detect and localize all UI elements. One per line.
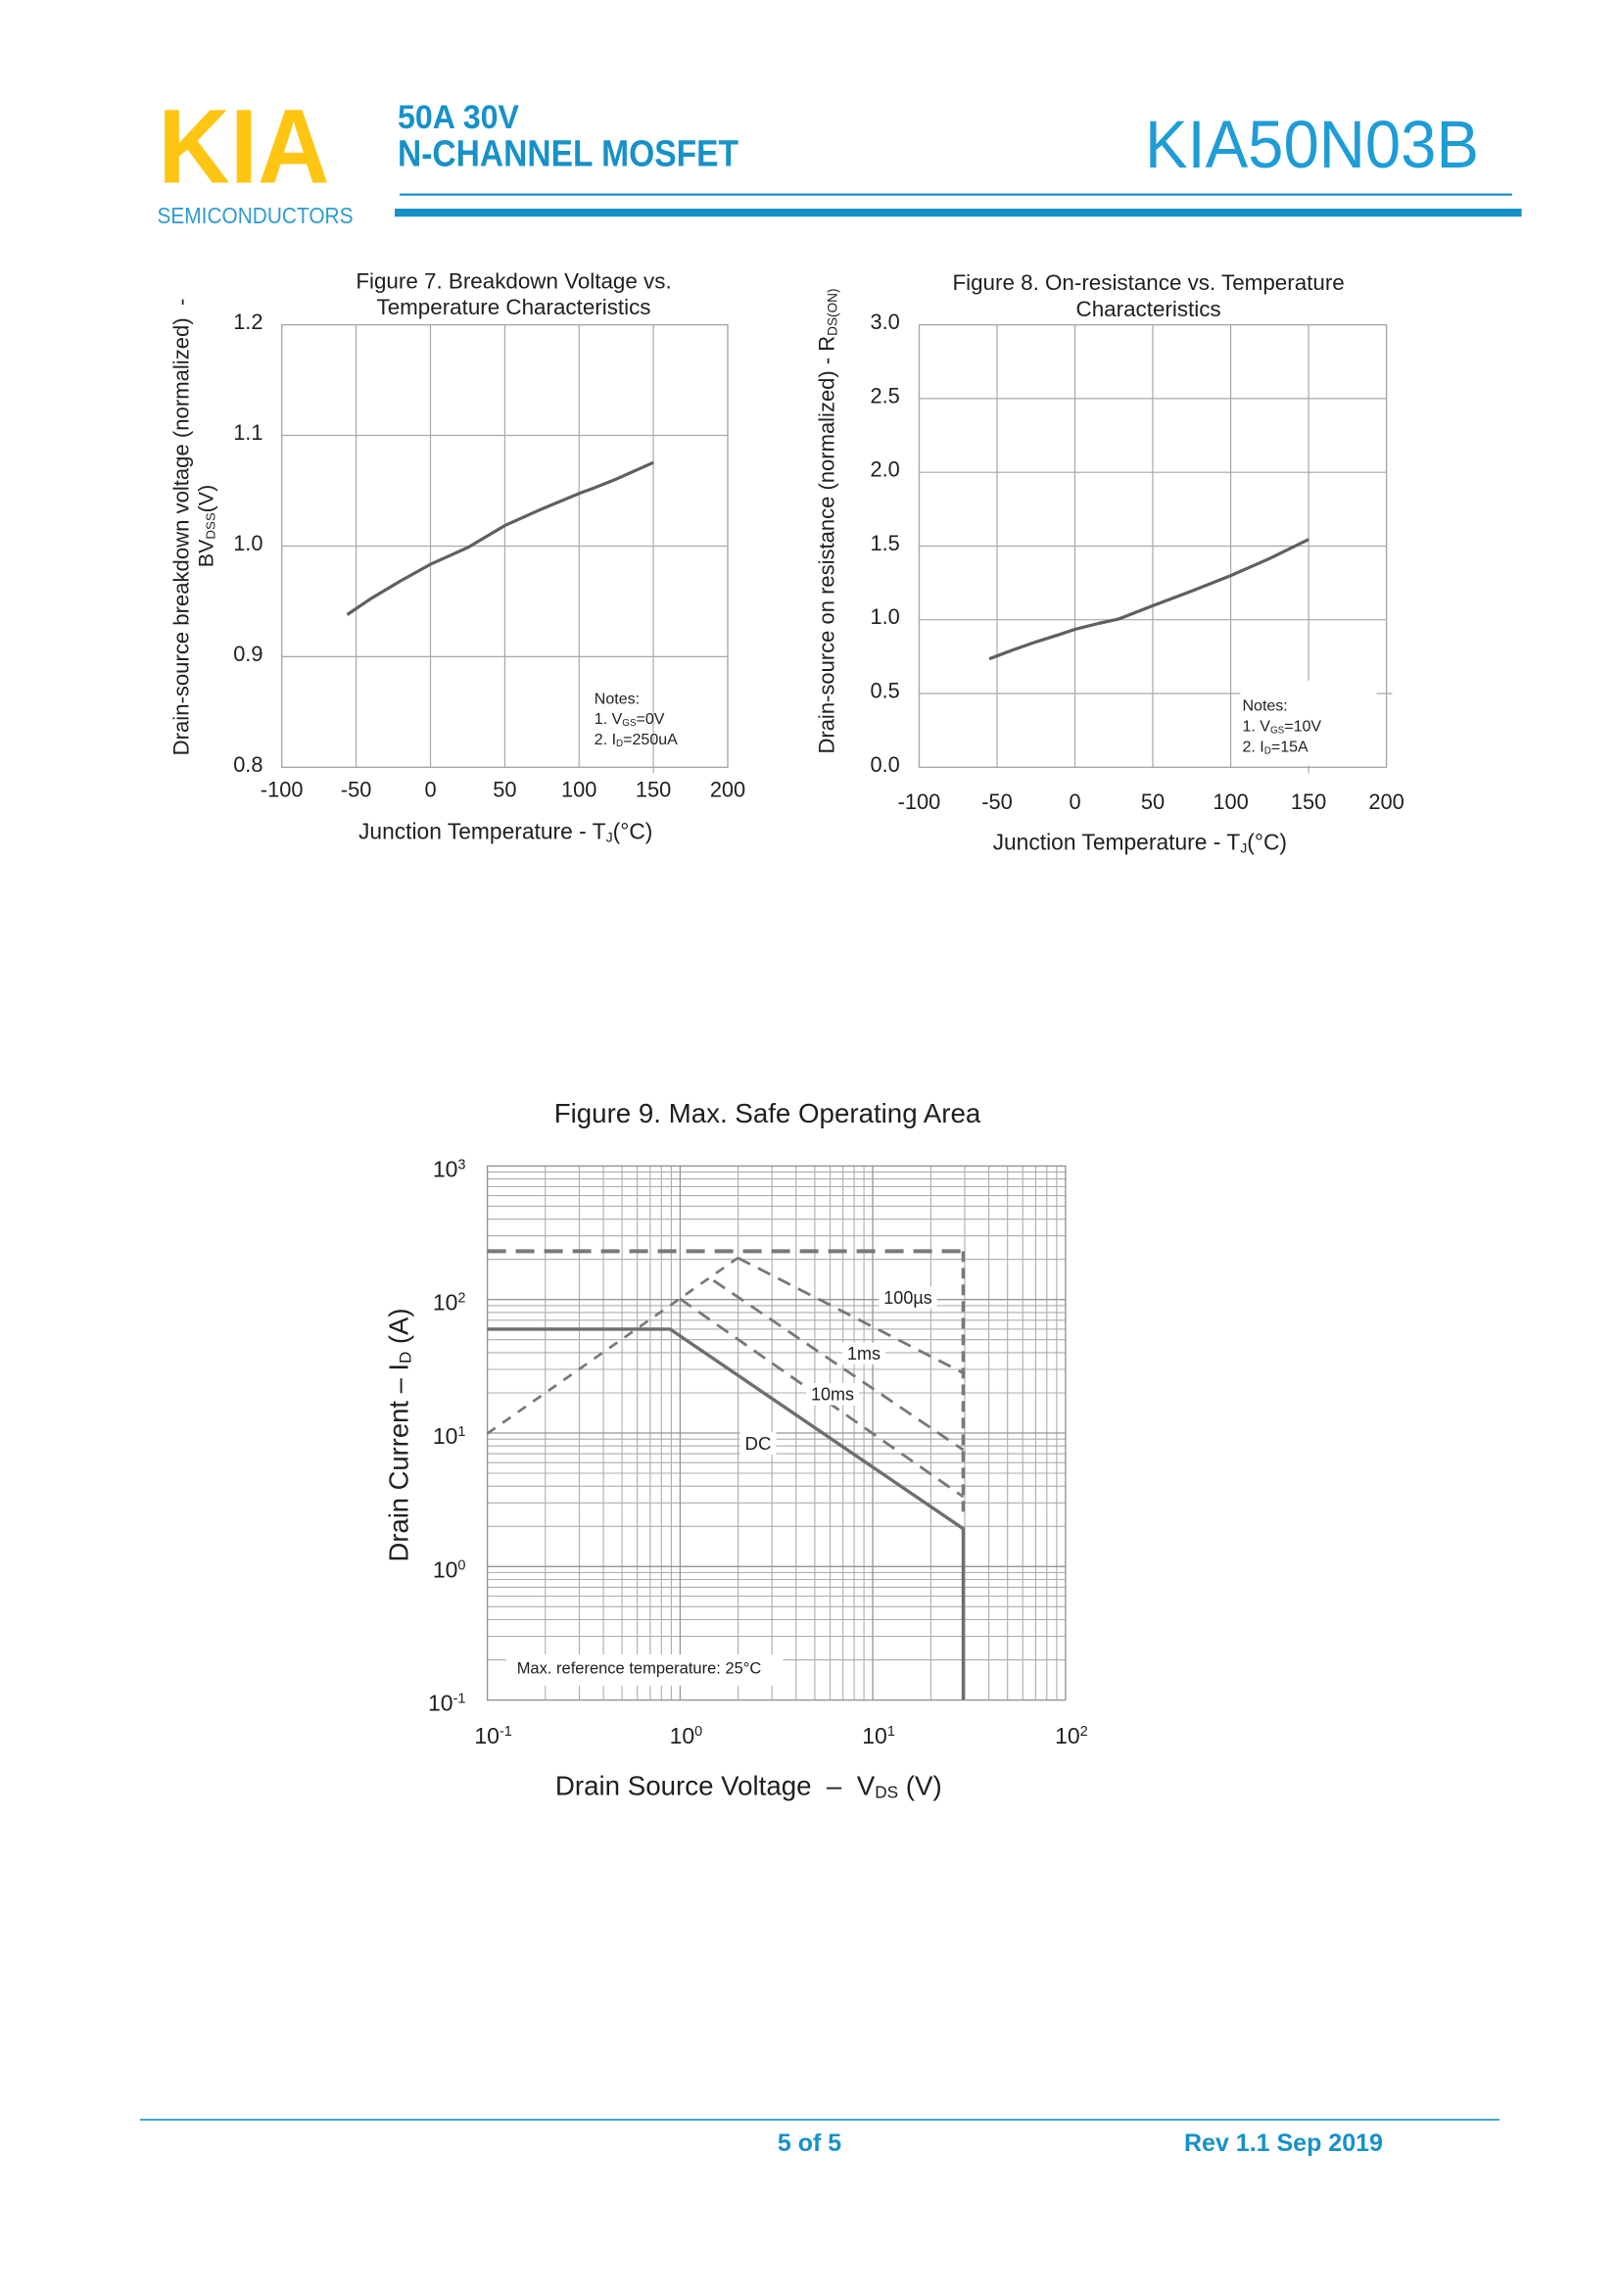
svg-text:2. ID=15A: 2. ID=15A: [1243, 739, 1309, 756]
svg-text:150: 150: [636, 778, 671, 802]
svg-text:DC: DC: [745, 1433, 772, 1454]
svg-text:3.0: 3.0: [870, 310, 899, 334]
svg-text:Figure 8. On-resistance vs. Te: Figure 8. On-resistance vs. Temperature: [952, 270, 1344, 295]
svg-text:Characteristics: Characteristics: [1076, 297, 1221, 321]
svg-text:1.1: 1.1: [233, 420, 262, 445]
svg-text:1.5: 1.5: [870, 531, 899, 555]
svg-text:Junction Temperature - TJ(°C): Junction Temperature - TJ(°C): [358, 819, 652, 845]
svg-text:10ms: 10ms: [811, 1385, 854, 1405]
svg-text:200: 200: [1368, 789, 1404, 814]
svg-text:0.8: 0.8: [233, 752, 262, 777]
svg-text:-50: -50: [341, 778, 372, 802]
svg-text:50: 50: [493, 778, 516, 802]
svg-text:-100: -100: [898, 789, 941, 814]
svg-text:1ms: 1ms: [847, 1344, 881, 1363]
svg-text:KIA50N03B: KIA50N03B: [1145, 107, 1479, 182]
svg-text:SEMICONDUCTORS: SEMICONDUCTORS: [158, 203, 354, 228]
svg-text:-50: -50: [981, 789, 1013, 814]
svg-text:50: 50: [1141, 789, 1165, 814]
svg-text:1. VGS=0V: 1. VGS=0V: [595, 711, 665, 729]
svg-text:Figure 9. Max. Safe Operating: Figure 9. Max. Safe Operating Area: [554, 1098, 981, 1128]
svg-text:Figure 7. Breakdown Voltage vs: Figure 7. Breakdown Voltage vs.: [356, 268, 671, 293]
svg-text:50A 30V: 50A 30V: [398, 99, 519, 136]
svg-text:Drain Source Voltage – VDS (: Drain Source Voltage – VDS (V): [555, 1771, 942, 1802]
svg-text:200: 200: [710, 778, 745, 802]
svg-text:0.5: 0.5: [870, 679, 899, 703]
svg-text:1.0: 1.0: [233, 531, 262, 555]
svg-text:1. VGS=10V: 1. VGS=10V: [1243, 719, 1322, 737]
svg-text:0.9: 0.9: [233, 642, 262, 666]
svg-text:Notes:: Notes:: [595, 692, 640, 708]
svg-text:1.2: 1.2: [233, 310, 262, 334]
svg-text:150: 150: [1291, 789, 1326, 814]
svg-text:100: 100: [1213, 789, 1248, 814]
svg-text:Drain-source breakdown voltage: Drain-source breakdown voltage (normaliz…: [169, 299, 194, 756]
svg-text:Max. reference temperature: 25: Max. reference temperature: 25°C: [517, 1660, 762, 1678]
svg-text:2.0: 2.0: [870, 457, 899, 482]
svg-text:Drain-source on resistance (no: Drain-source on resistance (normalized) …: [815, 288, 840, 753]
svg-text:Drain Current – ID (A): Drain Current – ID (A): [384, 1309, 415, 1562]
svg-text:100: 100: [561, 778, 596, 802]
svg-text:0.0: 0.0: [870, 752, 899, 777]
svg-text:0: 0: [424, 778, 436, 802]
svg-text:2. ID=250uA: 2. ID=250uA: [595, 732, 678, 749]
svg-text:0: 0: [1069, 789, 1080, 814]
svg-text:Temperature Characteristics: Temperature Characteristics: [377, 295, 651, 319]
svg-text:BVDSS(V): BVDSS(V): [195, 485, 218, 567]
svg-text:100µs: 100µs: [883, 1288, 931, 1308]
svg-text:Rev 1.1 Sep 2019: Rev 1.1 Sep 2019: [1184, 2129, 1383, 2157]
svg-text:1.0: 1.0: [870, 604, 899, 629]
svg-text:Junction Temperature - TJ(°C): Junction Temperature - TJ(°C): [993, 829, 1287, 855]
svg-text:5 of 5: 5 of 5: [778, 2129, 841, 2157]
svg-text:2.5: 2.5: [870, 383, 899, 407]
svg-text:KIA: KIA: [158, 87, 329, 206]
svg-text:N-CHANNEL MOSFET: N-CHANNEL MOSFET: [398, 133, 738, 174]
svg-text:Notes:: Notes:: [1243, 698, 1288, 715]
svg-text:101: 101: [433, 1423, 466, 1449]
svg-text:-100: -100: [261, 778, 304, 802]
